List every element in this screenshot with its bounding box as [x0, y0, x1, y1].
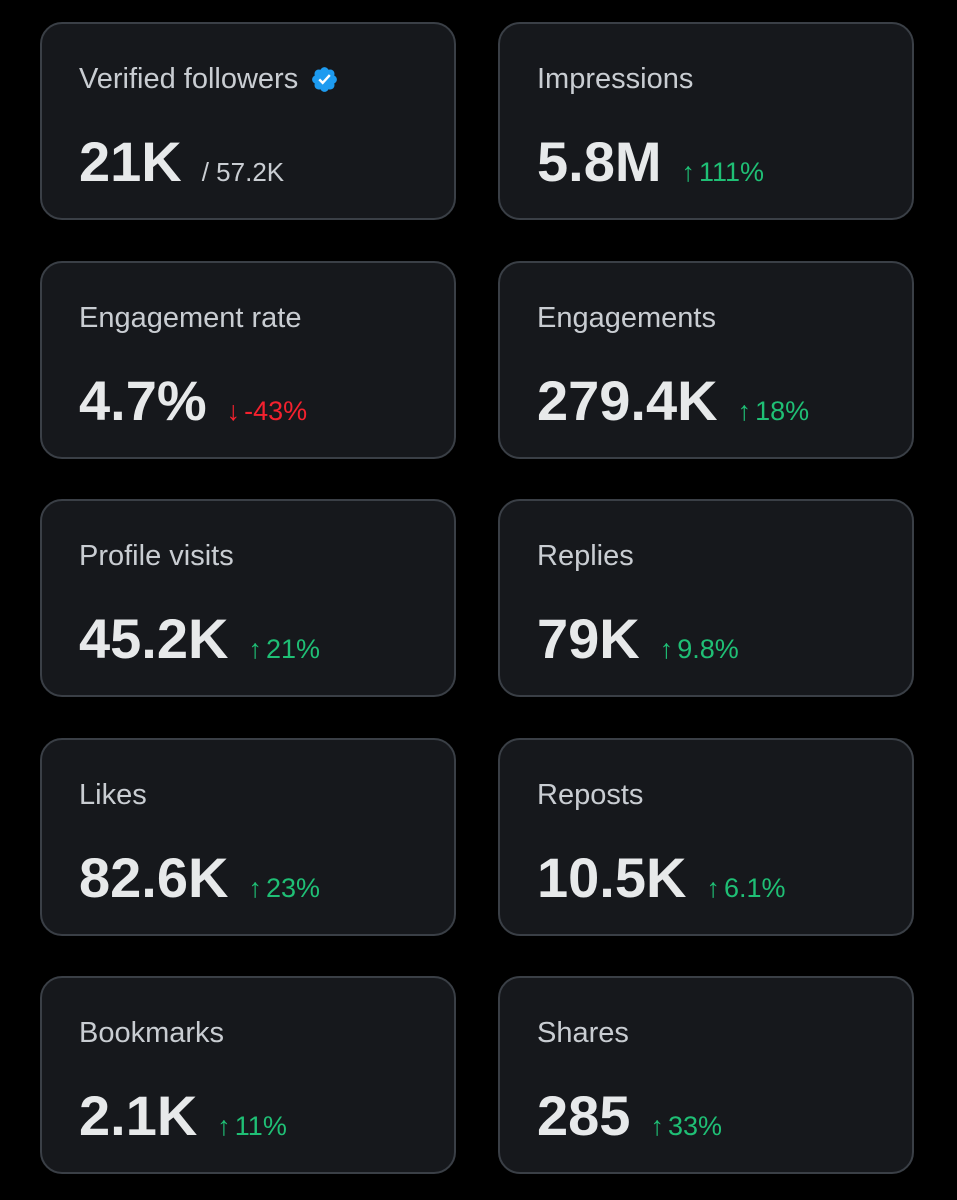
arrow-up-icon: ↑: [706, 873, 720, 903]
metric-value: 4.7%: [79, 369, 207, 432]
metric-label: Engagements: [537, 302, 716, 334]
metric-value: 2.1K: [79, 1084, 198, 1147]
metric-label: Replies: [537, 540, 634, 572]
verified-badge-icon: [310, 65, 339, 94]
metric-value: 79K: [537, 607, 640, 670]
metric-change: ↑ 33%: [650, 1111, 722, 1142]
metric-label: Reposts: [537, 779, 644, 811]
metric-change-value: 23%: [265, 873, 320, 903]
metric-value: 279.4K: [537, 369, 718, 432]
metric-change-value: 11%: [234, 1111, 287, 1141]
metric-card-impressions[interactable]: Impressions 5.8M ↑ 111%: [498, 22, 914, 220]
metric-card-shares[interactable]: Shares 285 ↑ 33%: [498, 976, 914, 1174]
arrow-up-icon: ↑: [217, 1111, 231, 1141]
metric-card-likes[interactable]: Likes 82.6K ↑ 23%: [40, 738, 456, 936]
metric-change-value: 6.1%: [723, 873, 786, 903]
metric-change: ↑ 11%: [217, 1111, 287, 1142]
metric-value: 285: [537, 1084, 631, 1147]
metric-change: ↑ 111%: [682, 157, 765, 188]
arrow-up-icon: ↑: [650, 1111, 664, 1141]
metric-change: ↑ 23%: [248, 873, 320, 904]
metric-change: ↑ 18%: [738, 396, 810, 427]
arrow-up-icon: ↑: [248, 634, 262, 664]
metric-change: ↓ -43%: [227, 396, 308, 427]
metric-change-value: 21%: [265, 634, 320, 664]
metric-label: Verified followers: [79, 63, 299, 95]
metric-card-replies[interactable]: Replies 79K ↑ 9.8%: [498, 499, 914, 697]
metric-card-reposts[interactable]: Reposts 10.5K ↑ 6.1%: [498, 738, 914, 936]
metric-change: ↑ 9.8%: [660, 634, 739, 665]
metric-value: 5.8M: [537, 130, 662, 193]
metric-card-profile-visits[interactable]: Profile visits 45.2K ↑ 21%: [40, 499, 456, 697]
metric-total: / 57.2K: [201, 157, 285, 187]
metric-label: Engagement rate: [79, 302, 302, 334]
metric-value: 21K: [79, 130, 182, 193]
metric-label: Profile visits: [79, 540, 234, 572]
metric-change-value: 18%: [755, 396, 810, 426]
metric-value: 82.6K: [79, 846, 229, 909]
metric-change-value: 33%: [667, 1111, 722, 1141]
metric-change-value: 9.8%: [677, 634, 739, 664]
metric-change: ↑ 21%: [248, 634, 320, 665]
arrow-up-icon: ↑: [681, 157, 696, 187]
metric-value: 10.5K: [537, 846, 687, 909]
arrow-up-icon: ↑: [248, 873, 262, 903]
metric-label: Likes: [79, 779, 147, 811]
metric-value: 45.2K: [79, 607, 229, 670]
metric-card-engagement-rate[interactable]: Engagement rate 4.7% ↓ -43%: [40, 261, 456, 459]
metric-label: Impressions: [537, 63, 694, 95]
arrow-up-icon: ↑: [737, 396, 752, 426]
arrow-up-icon: ↑: [659, 634, 674, 664]
metric-card-bookmarks[interactable]: Bookmarks 2.1K ↑ 11%: [40, 976, 456, 1174]
metric-change: ↑ 6.1%: [706, 873, 785, 904]
metric-label: Shares: [537, 1017, 629, 1049]
metric-label: Bookmarks: [79, 1017, 225, 1049]
metric-change-value: -43%: [244, 396, 308, 426]
metric-card-verified-followers[interactable]: Verified followers 21K / 57.2K: [40, 22, 456, 220]
metric-card-engagements[interactable]: Engagements 279.4K ↑ 18%: [498, 261, 914, 459]
arrow-down-icon: ↓: [226, 396, 241, 426]
metric-change-value: 111%: [699, 157, 765, 187]
